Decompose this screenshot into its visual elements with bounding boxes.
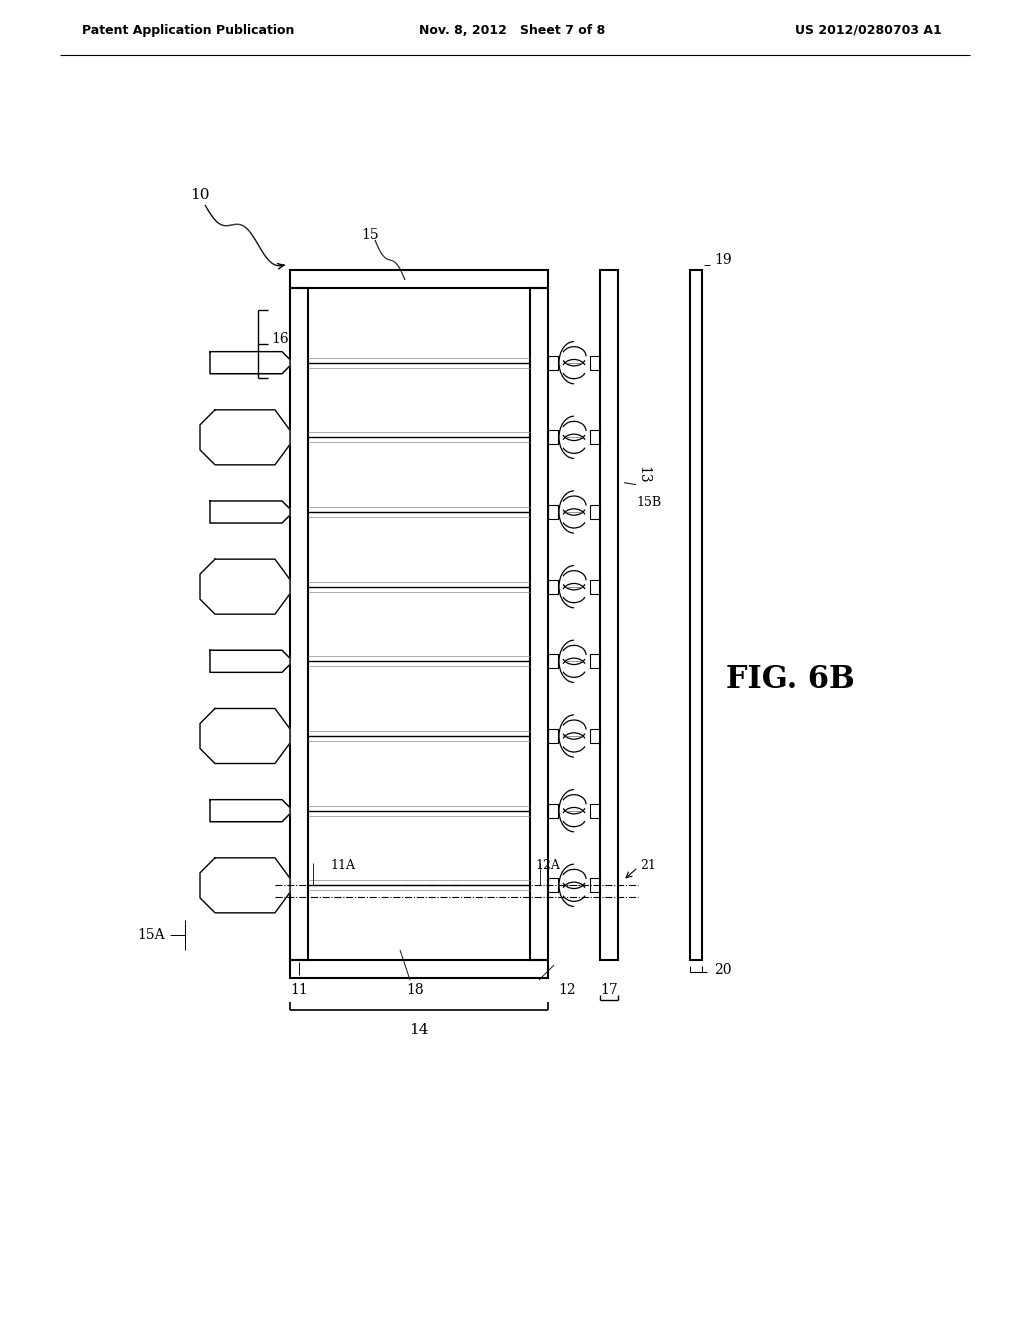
Polygon shape [200,709,290,763]
Text: 15A: 15A [137,928,165,942]
Text: 21: 21 [640,859,656,871]
Text: US 2012/0280703 A1: US 2012/0280703 A1 [796,24,942,37]
Bar [290,960,548,978]
Bar [548,506,558,519]
Bar [548,655,558,668]
Text: 17: 17 [600,983,617,997]
Bar [590,430,600,445]
Polygon shape [200,409,290,465]
Bar [548,579,558,594]
Text: 11A: 11A [330,859,355,871]
Bar [590,729,600,743]
Bar [548,804,558,817]
Bar [548,878,558,892]
Text: 11: 11 [290,983,308,997]
Bar [590,878,600,892]
Text: 12: 12 [558,983,575,997]
Text: FIG. 6B: FIG. 6B [726,664,854,696]
Text: 15: 15 [361,228,379,242]
Bar [290,288,308,960]
Polygon shape [200,858,290,913]
Bar [548,355,558,370]
Bar [590,355,600,370]
Polygon shape [210,351,290,374]
Bar [600,271,618,960]
Bar [548,729,558,743]
Polygon shape [200,560,290,614]
Bar [590,506,600,519]
Text: 15B: 15B [636,495,662,508]
Bar [690,271,702,960]
Text: 20: 20 [714,964,731,977]
Bar [590,804,600,817]
Bar [290,271,548,288]
Text: Nov. 8, 2012   Sheet 7 of 8: Nov. 8, 2012 Sheet 7 of 8 [419,24,605,37]
Bar [548,430,558,445]
Polygon shape [210,800,290,821]
Polygon shape [210,502,290,523]
Bar [590,655,600,668]
Text: 12A: 12A [535,859,560,871]
Bar [530,288,548,960]
Text: 18: 18 [407,983,424,997]
Polygon shape [210,651,290,672]
Text: 10: 10 [190,187,210,202]
Text: 13: 13 [636,466,650,483]
Text: 16: 16 [271,333,289,346]
Text: 14: 14 [410,1023,429,1038]
Bar [590,579,600,594]
Text: 19: 19 [714,253,731,267]
Text: Patent Application Publication: Patent Application Publication [82,24,294,37]
